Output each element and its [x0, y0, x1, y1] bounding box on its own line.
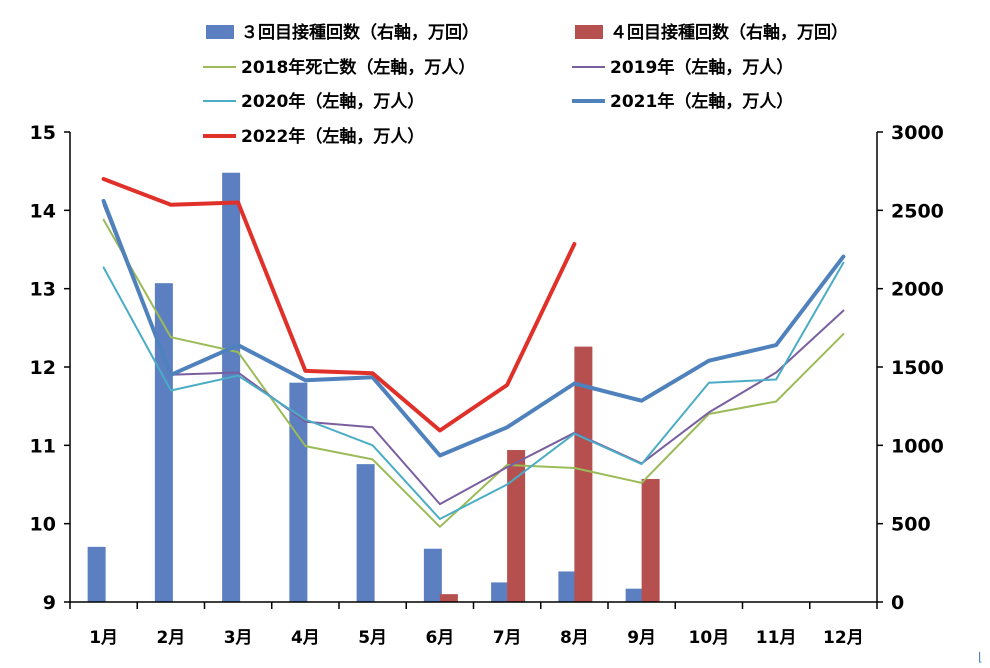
left-tick-label: 14: [30, 200, 56, 222]
legend-swatch-bar: [206, 25, 234, 39]
legend-swatch-bar: [575, 25, 603, 39]
left-tick-label: 10: [30, 514, 56, 536]
right-tick-label: 2000: [891, 279, 944, 301]
bar-third-dose-8: [558, 571, 577, 602]
legend-label: 2022年（左軸，万人）: [241, 126, 424, 147]
bar-third-dose-4: [289, 382, 308, 602]
legend-label: 2018年死亡数（左軸，万人）: [241, 57, 475, 78]
bar-third-dose-3: [222, 172, 241, 602]
legend-group: ３回目接種回数（右軸，万回） ４回目接種回数（右軸，万回） 2018年死亡数（左軸，…: [203, 22, 848, 147]
right-tick-label: 1500: [891, 357, 944, 379]
series-line-1: [102, 203, 845, 506]
legend-label: 2019年（左軸，万人）: [610, 57, 793, 78]
bar-third-dose-5: [356, 464, 375, 602]
bar-fourth-dose-8: [574, 346, 593, 602]
series-line-2: [102, 261, 845, 520]
right-tick-label: 2500: [891, 200, 944, 222]
left-tick-label: 12: [30, 357, 56, 379]
axes-group: 9 10 11 12 13 14 15 0 500 1000 1500 2000 2500 3000 1月 2…: [30, 122, 944, 648]
legend-label: 2021年（左軸，万人）: [610, 91, 793, 112]
lines-group: [101, 177, 846, 528]
bar-fourth-dose-6: [439, 594, 458, 602]
x-tick-label: 9月: [627, 628, 656, 648]
left-tick-label: 11: [30, 435, 56, 457]
x-tick-label: 11月: [756, 628, 797, 648]
x-tick-label: 5月: [358, 628, 387, 648]
series-line-4: [101, 177, 577, 433]
x-tick-label: 12月: [823, 628, 864, 648]
right-tick-label: 3000: [891, 122, 944, 144]
x-tick-label: 4月: [291, 628, 320, 648]
x-tick-label: 7月: [493, 628, 522, 648]
bar-third-dose-1: [87, 546, 106, 602]
left-tick-label: 9: [43, 592, 56, 614]
right-tick-label: 1000: [891, 435, 944, 457]
x-tick-label: 10月: [689, 628, 730, 648]
bar-fourth-dose-9: [641, 479, 660, 602]
x-tick-label: 6月: [425, 628, 454, 648]
bar-fourth-dose-7: [507, 450, 526, 602]
bar-third-dose-9: [625, 588, 644, 602]
legend-label: ４回目接種回数（右軸，万回）: [610, 22, 848, 43]
left-tick-label: 15: [30, 122, 56, 144]
x-tick-label: 1月: [89, 628, 118, 648]
x-tick-label: 2月: [156, 628, 185, 648]
corner-mark-icon: ⌊: [978, 650, 983, 664]
bars-group: [87, 172, 660, 602]
bar-third-dose-7: [491, 582, 510, 602]
bar-third-dose-6: [423, 548, 442, 602]
x-tick-label: 8月: [560, 628, 589, 648]
left-tick-label: 13: [30, 279, 56, 301]
right-tick-label: 500: [891, 514, 931, 536]
right-tick-label: 0: [891, 592, 904, 614]
legend-label: ３回目接種回数（右軸，万回）: [241, 22, 479, 43]
bar-third-dose-2: [154, 283, 173, 602]
legend-label: 2020年（左軸，万人）: [241, 91, 424, 112]
x-tick-label: 3月: [224, 628, 253, 648]
series-line-3: [101, 198, 846, 458]
